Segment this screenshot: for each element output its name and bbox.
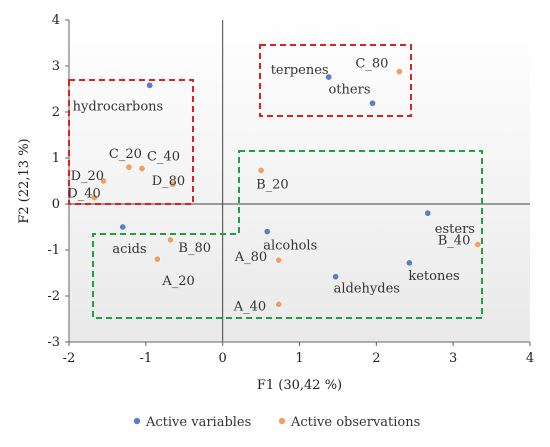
- x-axis-title: F1 (30,42 %): [257, 378, 342, 393]
- active-observation-point: [474, 240, 482, 248]
- active-observation-point: [275, 300, 283, 308]
- active-variable-point: [263, 228, 271, 236]
- point-label-acids: acids: [112, 242, 146, 257]
- point-label-ketones: ketones: [408, 269, 459, 284]
- y-tick-label: 3: [52, 59, 60, 74]
- point-label-a-20: A_20: [161, 274, 194, 289]
- active-variable-point: [405, 259, 413, 267]
- active-variable-point: [332, 273, 340, 281]
- legend: Active variables Active observations: [133, 415, 420, 430]
- data-points: [90, 68, 482, 308]
- point-label-d-80: D_80: [152, 174, 185, 189]
- x-tick-label: 2: [372, 351, 380, 366]
- y-tick-label: 4: [52, 13, 60, 28]
- point-label-others: others: [328, 82, 370, 97]
- annotation-box: [68, 79, 194, 205]
- point-label-b-20: B_20: [256, 177, 289, 192]
- active-variable-point: [424, 209, 432, 217]
- active-observation-point: [100, 177, 108, 185]
- point-label-c-20: C_20: [109, 147, 142, 162]
- active-observation-point: [153, 255, 161, 263]
- y-tick-label: -3: [47, 335, 60, 350]
- active-observation-point: [275, 256, 283, 264]
- y-tick-label: 0: [52, 197, 60, 212]
- x-tick-label: 1: [295, 351, 303, 366]
- active-observation-point: [166, 236, 174, 244]
- x-tick-label: 3: [449, 351, 457, 366]
- point-labels: hydrocarbons terpenes others alcohols esters…: [67, 57, 475, 315]
- x-tick-label: -2: [63, 351, 76, 366]
- y-tick-label: 2: [52, 105, 60, 120]
- point-label-d-20: D_20: [71, 169, 104, 184]
- active-variable-point: [325, 73, 333, 81]
- point-label-c-40: C_40: [147, 150, 180, 165]
- y-tick-label: 1: [52, 151, 60, 166]
- point-label-d-40: D_40: [67, 187, 100, 202]
- annotation-boxes: [68, 44, 483, 319]
- active-observation-point: [138, 165, 146, 173]
- y-tick-label: -2: [47, 289, 60, 304]
- x-tick-label: -1: [139, 351, 152, 366]
- point-label-a-40: A_40: [233, 299, 266, 314]
- active-observation-point: [395, 68, 403, 76]
- annotation-box: [259, 44, 412, 117]
- point-label-esters: esters: [435, 222, 475, 237]
- point-label-c-80: C_80: [355, 57, 388, 72]
- active-observation-point: [169, 180, 177, 188]
- legend-marker-active-observations: [278, 417, 286, 425]
- plot-area: [69, 20, 530, 342]
- x-tick-label: 4: [526, 351, 534, 366]
- active-observation-point: [257, 166, 265, 174]
- active-observation-point: [125, 163, 133, 171]
- active-variable-point: [146, 81, 154, 89]
- y-axis-title: F2 (22,13 %): [17, 138, 32, 223]
- point-label-aldehydes: aldehydes: [334, 282, 400, 297]
- active-variable-point: [368, 99, 376, 107]
- legend-marker-active-variables: [133, 417, 141, 425]
- active-variable-point: [119, 223, 127, 231]
- y-tick-label: -1: [47, 243, 60, 258]
- point-label-b-80: B_80: [178, 241, 211, 256]
- annotation-box: [92, 150, 483, 319]
- legend-label-active-observations: Active observations: [290, 415, 420, 430]
- point-label-terpenes: terpenes: [271, 63, 329, 78]
- legend-label-active-variables: Active variables: [145, 415, 251, 430]
- active-observation-point: [90, 194, 98, 202]
- point-label-hydrocarbons: hydrocarbons: [73, 99, 164, 114]
- point-label-a-80: A_80: [234, 250, 267, 265]
- x-tick-label: 0: [219, 351, 227, 366]
- point-label-alcohols: alcohols: [263, 239, 317, 254]
- point-label-b-40: B_40: [438, 233, 471, 248]
